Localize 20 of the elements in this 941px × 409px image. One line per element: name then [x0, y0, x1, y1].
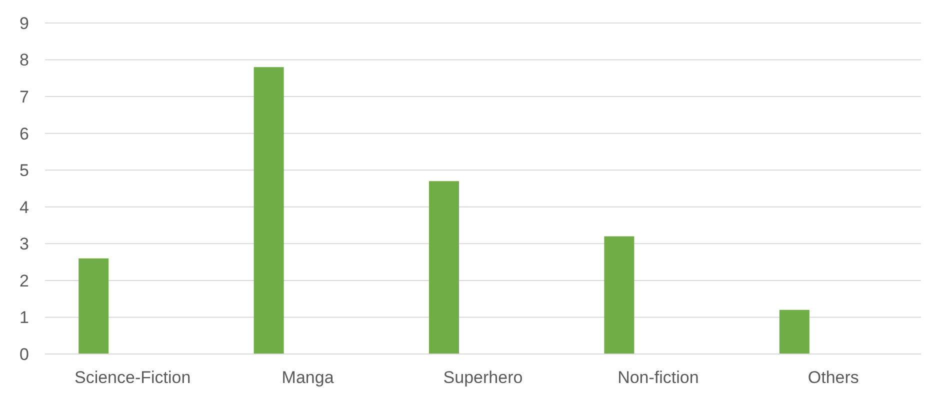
y-tick-label: 8 — [20, 50, 29, 70]
bar — [429, 181, 459, 354]
x-tick-label: Non-fiction — [618, 368, 699, 387]
y-tick-label: 6 — [20, 124, 29, 144]
y-tick-label: 2 — [20, 271, 29, 290]
y-tick-label: 1 — [20, 308, 29, 328]
x-tick-label: Manga — [282, 368, 334, 387]
x-tick-label: Science-Fiction — [74, 368, 191, 387]
y-tick-label: 4 — [20, 198, 29, 217]
bar — [78, 258, 109, 354]
y-tick-label: 3 — [20, 234, 29, 254]
y-tick-label: 9 — [20, 14, 29, 33]
x-tick-label: Superhero — [443, 368, 523, 387]
y-tick-label: 0 — [20, 344, 29, 364]
y-tick-label: 7 — [20, 88, 29, 107]
bar — [254, 67, 284, 354]
bar — [779, 310, 810, 354]
y-tick-label: 5 — [20, 161, 29, 180]
x-tick-label: Others — [808, 368, 859, 387]
bar — [604, 236, 634, 354]
